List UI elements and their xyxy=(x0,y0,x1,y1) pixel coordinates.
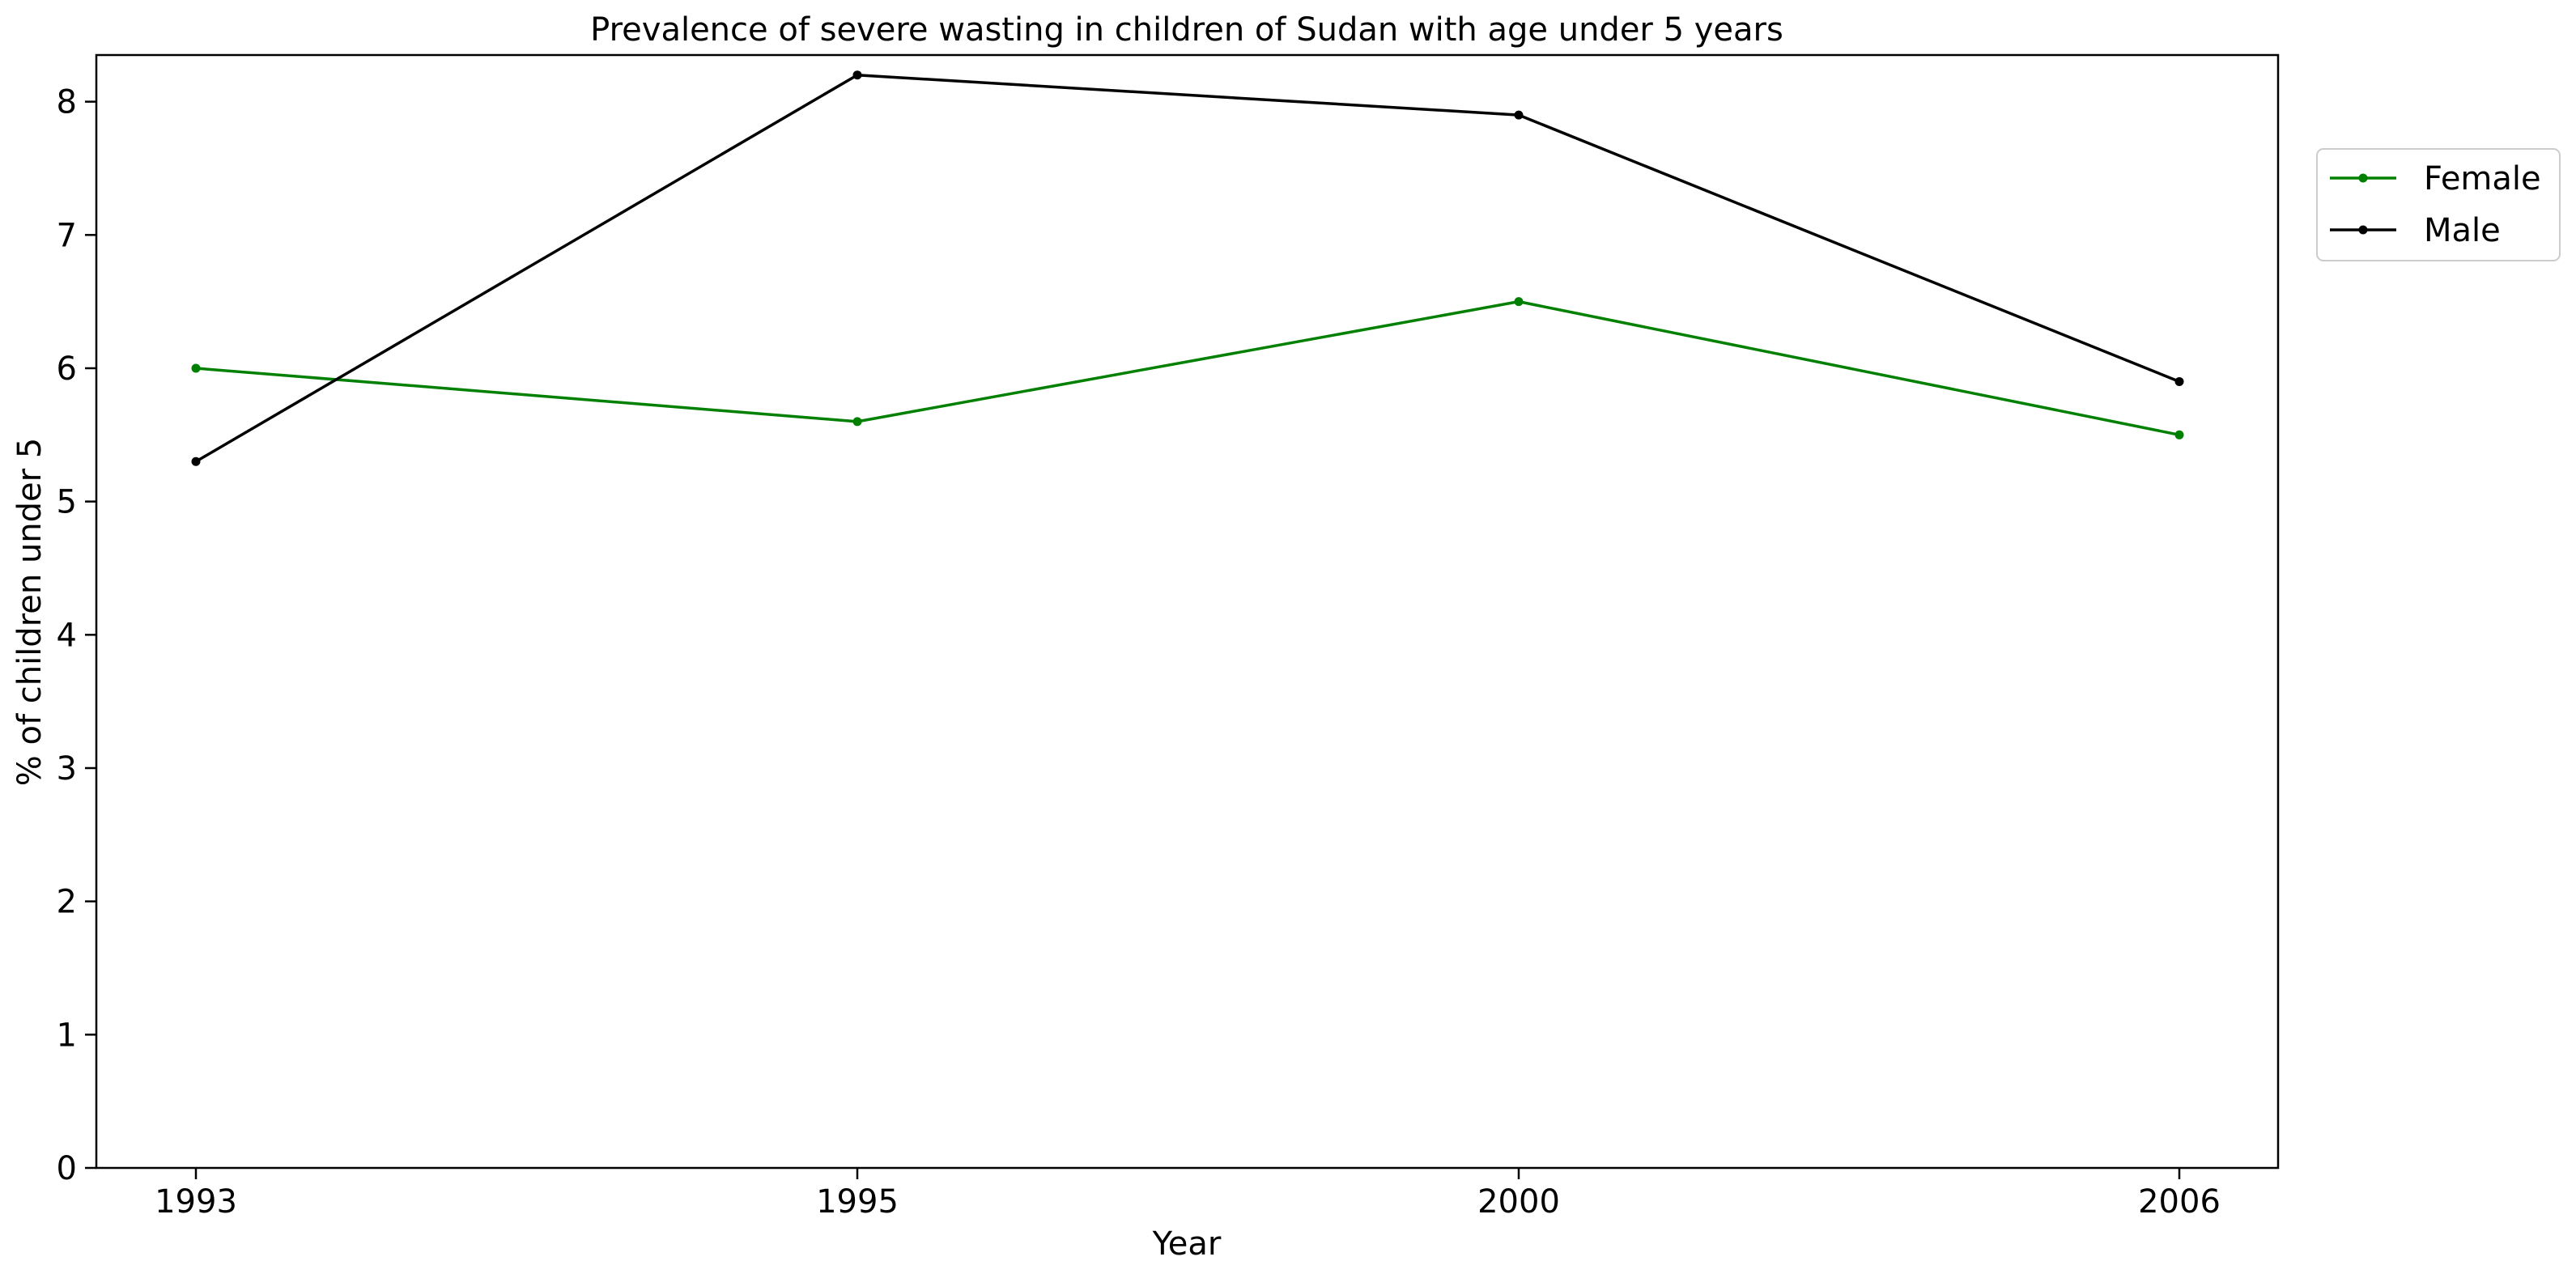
y-tick-label: 7 xyxy=(57,217,77,254)
y-tick-label: 1 xyxy=(57,1017,77,1054)
data-point-female xyxy=(852,417,862,427)
y-tick-label: 8 xyxy=(57,84,77,121)
data-point-female xyxy=(1514,297,1524,307)
series-male xyxy=(191,70,2184,466)
chart-title: Prevalence of severe wasting in children… xyxy=(590,11,1783,49)
x-tick-label: 2000 xyxy=(1477,1183,1560,1221)
series-line-female xyxy=(195,299,2180,437)
y-tick-label: 5 xyxy=(57,484,77,521)
legend: Female Male xyxy=(2316,148,2561,261)
legend-marker-female xyxy=(2358,173,2368,183)
data-point-male xyxy=(191,456,201,466)
series-line-male xyxy=(195,73,2180,463)
legend-label-male: Male xyxy=(2424,212,2501,249)
legend-items: Female Male xyxy=(2330,160,2541,249)
series-female xyxy=(191,297,2184,439)
plot-area xyxy=(95,53,2280,1170)
y-tick-label: 4 xyxy=(57,617,77,654)
y-tick-label: 3 xyxy=(57,750,77,788)
y-tick-label: 0 xyxy=(57,1150,77,1187)
data-point-male xyxy=(2174,376,2184,386)
data-point-male xyxy=(1514,110,1524,120)
data-point-male xyxy=(852,70,862,80)
y-tick-label: 2 xyxy=(57,884,77,921)
x-tick-label: 2006 xyxy=(2138,1183,2221,1221)
x-axis-label: Year xyxy=(1152,1225,1222,1263)
x-tick-label: 1995 xyxy=(816,1183,899,1221)
legend-marker-male xyxy=(2358,225,2368,235)
legend-label-female: Female xyxy=(2424,160,2541,197)
x-axis: 1993 1995 2000 2006 xyxy=(155,1168,2221,1221)
y-axis: 0 1 2 3 4 5 6 7 8 xyxy=(57,84,96,1187)
data-point-female xyxy=(2174,430,2184,439)
series-layer xyxy=(191,70,2184,466)
data-point-female xyxy=(191,363,201,373)
y-tick-label: 6 xyxy=(57,350,77,388)
y-axis-label: % of children under 5 xyxy=(11,438,49,787)
x-tick-label: 1993 xyxy=(155,1183,237,1221)
